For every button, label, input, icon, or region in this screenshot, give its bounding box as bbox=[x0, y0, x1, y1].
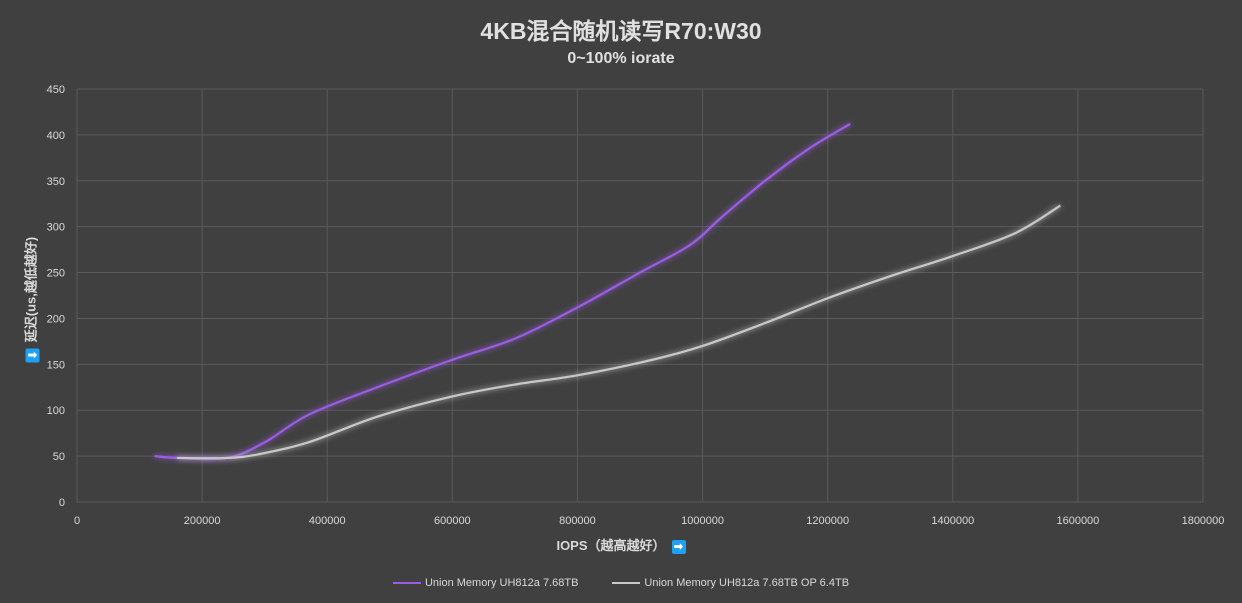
y-tick-label: 150 bbox=[47, 359, 65, 371]
legend-label: Union Memory UH812a 7.68TB bbox=[424, 577, 579, 589]
legend-swatch bbox=[612, 582, 641, 584]
x-tick-label: 1400000 bbox=[931, 515, 974, 527]
y-tick-label: 450 bbox=[47, 84, 65, 96]
x-tick-label: 200000 bbox=[184, 515, 221, 527]
y-tick-label: 300 bbox=[47, 222, 65, 234]
arrow-right-icon: ➡ bbox=[671, 539, 686, 554]
x-axis-label: IOPS（越高越好） ➡ bbox=[0, 535, 1242, 554]
x-axis-label-text: IOPS（越高越好） bbox=[556, 538, 666, 553]
x-tick-label: 1000000 bbox=[681, 515, 724, 527]
y-tick-label: 0 bbox=[59, 497, 65, 509]
x-tick-label: 400000 bbox=[309, 515, 346, 527]
x-tick-label: 600000 bbox=[434, 515, 471, 527]
y-tick-label: 350 bbox=[47, 176, 65, 188]
y-axis-label-text: 延迟(us,越低越好) bbox=[23, 236, 39, 343]
y-tick-label: 200 bbox=[47, 313, 65, 325]
y-tick-label: 100 bbox=[47, 405, 65, 417]
series-line-1 bbox=[177, 204, 1061, 460]
legend-label: Union Memory UH812a 7.68TB OP 6.4TB bbox=[644, 577, 850, 589]
legend-swatch bbox=[392, 582, 421, 584]
series-line-0 bbox=[154, 122, 851, 461]
legend-item: Union Memory UH812a 7.68TB OP 6.4TB bbox=[612, 577, 849, 589]
y-tick-label: 250 bbox=[47, 268, 65, 280]
x-tick-label: 1200000 bbox=[806, 515, 849, 527]
x-tick-label: 800000 bbox=[559, 515, 596, 527]
y-tick-label: 50 bbox=[53, 451, 65, 463]
chart-title: 4KB混合随机读写R70:W30 bbox=[480, 18, 762, 44]
y-tick-label: 400 bbox=[47, 130, 65, 142]
legend: Union Memory UH812a 7.68TB Union Memory … bbox=[0, 577, 1242, 589]
x-tick-label: 1800000 bbox=[1182, 515, 1225, 527]
legend-item: Union Memory UH812a 7.68TB bbox=[392, 577, 579, 589]
chart-subtitle: 0~100% iorate bbox=[567, 50, 675, 67]
x-tick-label: 1600000 bbox=[1056, 515, 1099, 527]
y-axis-label: ➡ 延迟(us,越低越好) bbox=[21, 200, 40, 400]
x-tick-label: 0 bbox=[74, 515, 80, 527]
arrow-down-icon: ➡ bbox=[25, 348, 40, 363]
